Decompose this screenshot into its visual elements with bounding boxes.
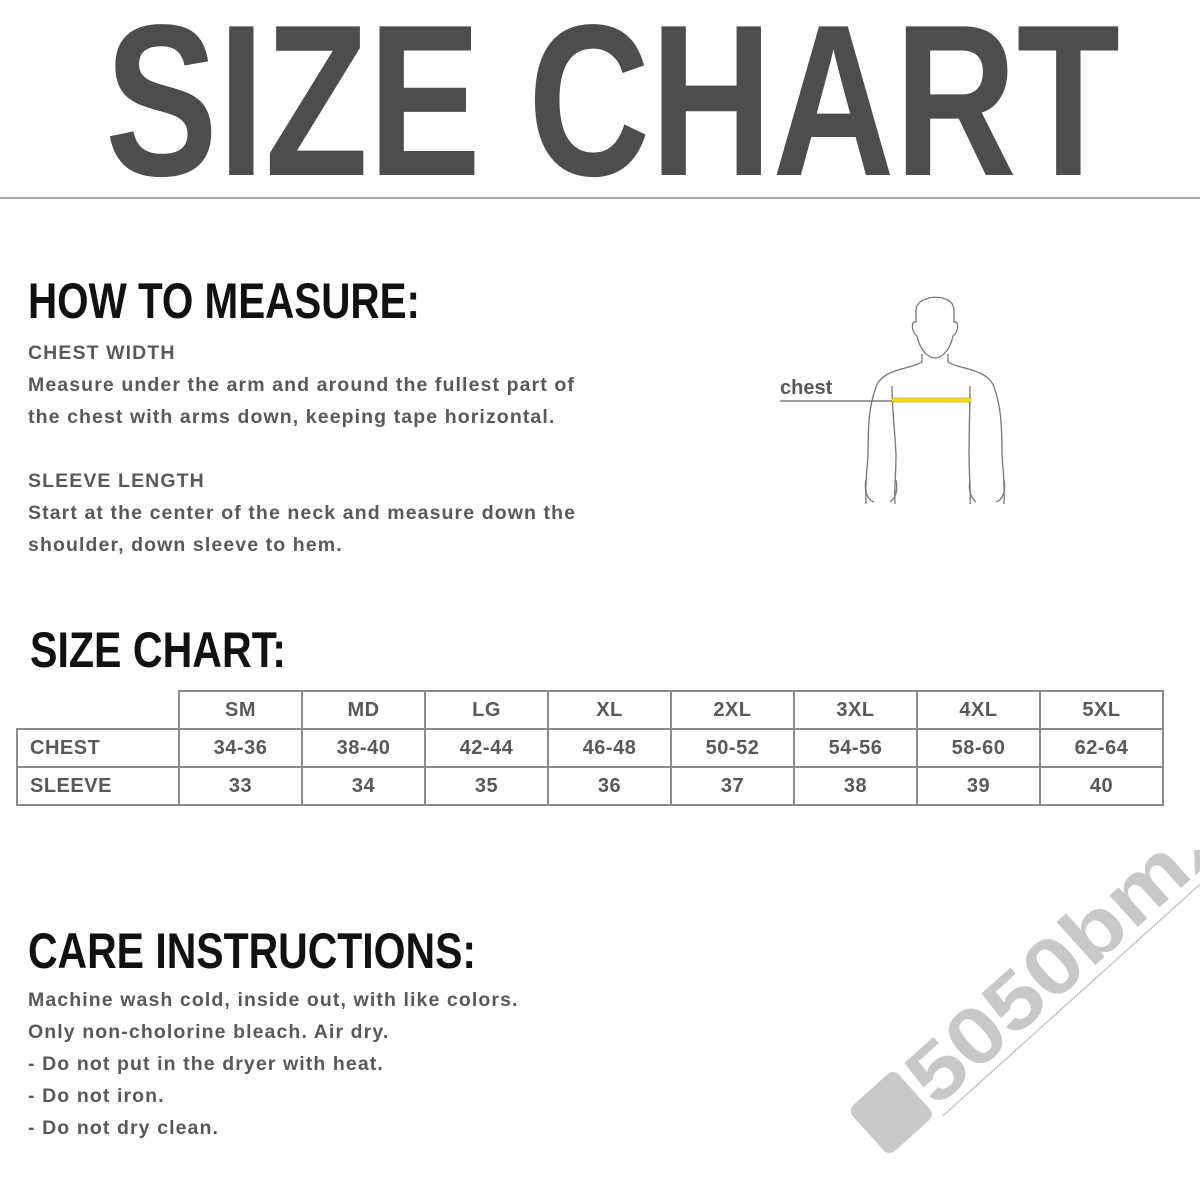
table-cell: 39 (916, 766, 1041, 806)
care-line: - Do not put in the dryer with heat. (28, 1053, 384, 1075)
chest-width-title: CHEST WIDTH (28, 342, 176, 364)
size-chart-heading: SIZE CHART: (30, 622, 286, 678)
table-row: SLEEVE 33 34 35 36 37 38 39 40 (16, 766, 1164, 806)
row-label-chest: CHEST (16, 728, 180, 768)
body-measure-figure: chest (780, 296, 1006, 505)
table-cell: 38-40 (301, 728, 426, 768)
care-instructions: Machine wash cold, inside out, with like… (28, 984, 519, 1144)
arm-inner-outline (891, 385, 971, 505)
size-header-cell: LG (424, 690, 549, 730)
chest-line: the chest with arms down, keeping tape h… (28, 406, 556, 428)
table-cell: 36 (547, 766, 672, 806)
table-cell: 33 (178, 766, 303, 806)
table-cell: 35 (424, 766, 549, 806)
size-header-cell: SM (178, 690, 303, 730)
measure-instructions: CHEST WIDTH Measure under the arm and ar… (28, 337, 576, 561)
sleeve-length-title: SLEEVE LENGTH (28, 470, 205, 492)
chest-line: Measure under the arm and around the ful… (28, 374, 575, 396)
logo-underline (942, 850, 1200, 1117)
table-row: CHEST 34-36 38-40 42-44 46-48 50-52 54-5… (16, 728, 1164, 768)
care-line: - Do not dry clean. (28, 1117, 220, 1139)
care-instructions-heading: CARE INSTRUCTIONS: (28, 923, 476, 976)
hands-outline (864, 479, 1006, 503)
table-cell: 46-48 (547, 728, 672, 768)
size-header-cell: 4XL (916, 690, 1041, 730)
size-header-row: SM MD LG XL 2XL 3XL 4XL 5XL (17, 690, 1164, 730)
size-table: SM MD LG XL 2XL 3XL 4XL 5XL CHEST 34-36 … (16, 690, 1164, 806)
title-banner: SIZE CHART (0, 0, 1200, 200)
table-cell: 42-44 (424, 728, 549, 768)
how-to-measure-heading: HOW TO MEASURE: (28, 273, 420, 329)
head-outline (911, 296, 959, 359)
size-header-cell: 2XL (670, 690, 795, 730)
size-header-cell: XL (547, 690, 672, 730)
table-cell: 50-52 (670, 728, 795, 768)
row-label-sleeve: SLEEVE (16, 766, 180, 806)
care-line: - Do not iron. (28, 1085, 165, 1107)
sleeve-line: shoulder, down sleeve to hem. (28, 534, 343, 556)
care-line: Machine wash cold, inside out, with like… (28, 989, 519, 1011)
logo-text: 5050bmx (888, 850, 1200, 1121)
size-header-cell: 5XL (1039, 690, 1164, 730)
logo-badge-icon (850, 1072, 932, 1154)
table-cell: 40 (1039, 766, 1164, 806)
table-cell: 58-60 (916, 728, 1041, 768)
table-cell: 38 (793, 766, 918, 806)
care-heading-wrap: CARE INSTRUCTIONS: (28, 923, 476, 976)
page-title: SIZE CHART (105, 0, 1120, 200)
measuring-tape (891, 397, 972, 403)
empty-corner-cell (17, 691, 180, 730)
size-chart-heading-wrap: SIZE CHART: (30, 622, 286, 678)
table-cell: 37 (670, 766, 795, 806)
how-to-measure-heading-wrap: HOW TO MEASURE: (28, 273, 420, 329)
chest-label: chest (780, 377, 833, 399)
care-line: Only non-cholorine bleach. Air dry. (28, 1021, 390, 1043)
size-header-cell: 3XL (793, 690, 918, 730)
table-cell: 62-64 (1039, 728, 1164, 768)
table-cell: 34-36 (178, 728, 303, 768)
size-header-cell: MD (301, 690, 426, 730)
torso-outline (865, 354, 1005, 505)
table-cell: 54-56 (793, 728, 918, 768)
table-cell: 34 (301, 766, 426, 806)
brand-logo: 5050bmx (850, 850, 1200, 1154)
sleeve-line: Start at the center of the neck and meas… (28, 502, 577, 524)
